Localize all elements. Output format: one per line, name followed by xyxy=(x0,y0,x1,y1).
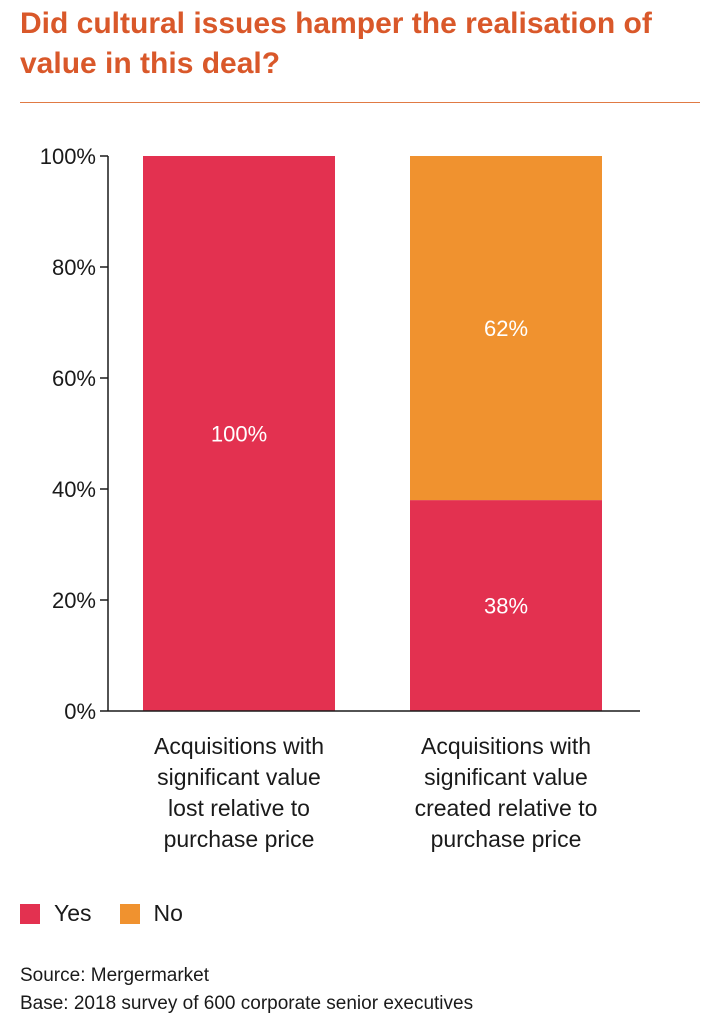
category-label-line: significant value xyxy=(424,764,588,790)
category-label-line: created relative to xyxy=(415,795,598,821)
bar-yes-2 xyxy=(410,500,602,711)
bar-no-2 xyxy=(410,156,602,501)
category-label-line: purchase price xyxy=(431,826,582,852)
y-tick-label: 80% xyxy=(52,255,96,280)
data-label: 62% xyxy=(484,316,528,341)
category-label-line: lost relative to xyxy=(168,795,310,821)
y-tick-label: 100% xyxy=(40,144,96,169)
legend-label-yes: Yes xyxy=(54,900,92,926)
data-label: 100% xyxy=(211,422,267,447)
category-label-line: purchase price xyxy=(164,826,315,852)
legend-swatch-no xyxy=(119,903,140,924)
source-line: Source: Mergermarket xyxy=(20,965,210,986)
bar-yes-1 xyxy=(143,156,335,711)
data-label: 38% xyxy=(484,594,528,619)
legend-label-no: No xyxy=(153,900,183,926)
y-tick-label: 40% xyxy=(52,477,96,502)
y-tick-label: 20% xyxy=(52,588,96,613)
category-label: Acquisitions with significant value create… xyxy=(415,733,598,852)
legend: Yes No xyxy=(20,900,211,927)
title-divider xyxy=(20,102,700,103)
base-line: Base: 2018 survey of 600 corporate senio… xyxy=(20,993,474,1014)
legend-swatch-yes xyxy=(20,903,40,924)
source-note: Source: Mergermarket Base: 2018 survey o… xyxy=(20,962,473,1018)
chart-title: Did cultural issues hamper the realisati… xyxy=(20,7,652,80)
category-label: Acquisitions with significant value lost r… xyxy=(154,733,324,852)
stacked-bar-chart: 100% 38% 62% 0% 20% 40% 60% 80% 100% Acquisitions… xyxy=(40,144,640,852)
y-tick-label: 60% xyxy=(52,366,96,391)
category-label-line: significant value xyxy=(157,764,321,790)
legend-item-yes: Yes xyxy=(20,900,92,927)
y-tick-label: 0% xyxy=(64,699,96,724)
legend-item-no: No xyxy=(119,900,183,927)
category-label-line: Acquisitions with xyxy=(421,733,591,759)
category-label-line: Acquisitions with xyxy=(154,733,324,759)
